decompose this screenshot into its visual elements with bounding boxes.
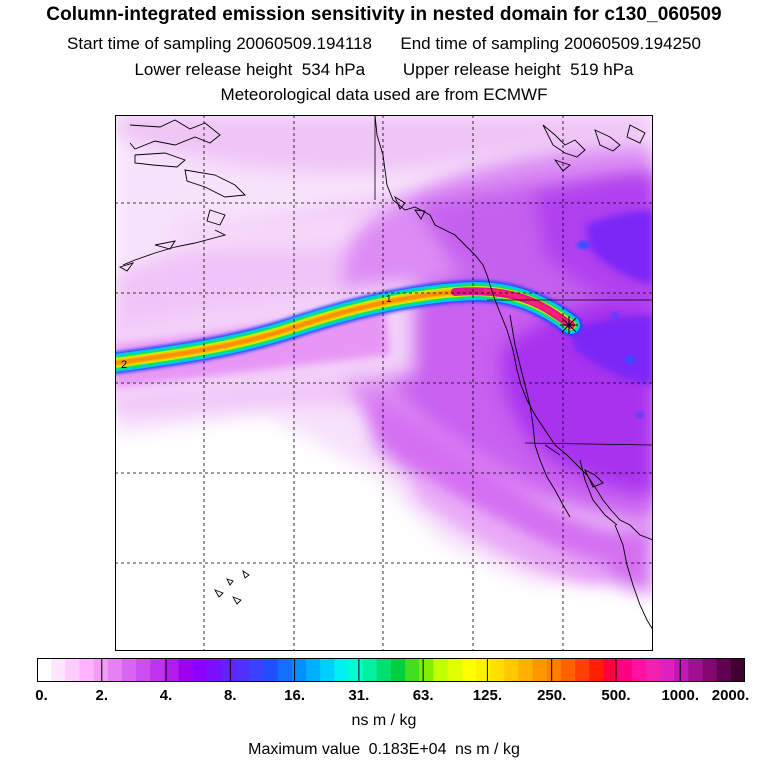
colorbar-cell [603,658,619,682]
colorbar-cell [532,658,548,682]
colorbar-cell [376,658,392,682]
colorbar-tick-label: 2. [95,687,109,704]
sensitivity-map: 2 1 [115,115,653,651]
colorbar-cell [475,658,491,682]
colorbar-cell [291,658,307,682]
release-heights: Lower release height 534 hPa Upper relea… [0,60,768,80]
colorbar-cell [447,658,463,682]
colorbar-cell [674,658,689,682]
colorbar-cell [306,658,321,682]
end-label: End time of sampling [400,34,560,53]
colorbar-tick-label: 8. [224,687,237,704]
colorbar-cell [504,658,520,682]
max-units: ns m / kg [454,741,520,758]
colorbar-cell [51,658,66,682]
upper-label: Upper release height [402,60,561,79]
colorbar-tick-label: 63. [412,687,434,704]
colorbar-units: ns m / kg [351,712,417,729]
colorbar-cell [688,658,704,682]
colorbar-tick-label: 250. [537,687,567,704]
colorbar-cell [645,658,661,682]
colorbar-cell [178,658,194,682]
colorbar-cell [391,658,406,682]
colorbar-cell [249,658,265,682]
colorbar-cell [121,658,137,682]
maximum-value: Maximum value 0.183E+04 ns m / kg [0,741,768,759]
colorbar-cell [79,658,95,682]
contour-label-1: 1 [386,294,392,305]
graticule [115,115,653,651]
colorbar-cell [716,658,732,682]
colorbar-cell [164,658,180,682]
colorbar-tick-label: 0. [35,687,48,704]
figure-title: Column-integrated emission sensitivity i… [46,4,722,25]
colorbar-cell [419,658,435,682]
colorbar-cell [320,658,335,682]
colorbar-cell [150,658,166,682]
colorbar-cell [617,658,633,682]
colorbar-cell [660,658,675,682]
colorbar-frame [37,658,745,682]
colorbar-cell [37,658,52,682]
max-label: Maximum value [248,741,361,758]
colorbar-cell [730,658,745,682]
colorbar-tick-lines [101,658,681,682]
colorbar-cell [192,658,208,682]
upper-value: 519 hPa [570,60,634,79]
colorbar-cell [546,658,562,682]
colorbar-cell [136,658,151,682]
colorbar-cell [518,658,534,682]
colorbar-cells [37,658,745,682]
colorbar-cell [631,658,647,682]
start-value: 20060509.194118 [236,34,373,53]
release-site-marker [560,316,578,334]
colorbar-tick-label: 31. [348,687,370,704]
colorbar-tick-label: 125. [472,687,503,704]
colorbar-tick-label: 500. [601,687,631,704]
colorbar-tick-label: 16. [284,687,306,704]
colorbar-tick-label: 1000. [661,687,699,704]
colorbar-cell [490,658,505,682]
colorbar-cell [702,658,718,682]
plume-ribbon [115,280,582,374]
colorbar-cell [93,658,109,682]
colorbar-cell [263,658,279,682]
colorbar-cell [348,658,364,682]
start-label: Start time of sampling [67,34,232,53]
contour-label-2: 2 [121,359,127,371]
colorbar-cell [575,658,590,682]
colorbar-cell [433,658,449,682]
colorbar-cell [334,658,350,682]
colorbar-cell [206,658,222,682]
sampling-times: Start time of sampling 20060509.194118 E… [0,34,768,54]
colorbar [37,658,745,682]
colorbar-cell [277,658,293,682]
colorbar-cell [362,658,378,682]
end-value: 20060509.194250 [563,34,701,53]
colorbar-cell [221,658,236,682]
colorbar-cell [107,658,123,682]
colorbar-cell [65,658,81,682]
lower-value: 534 hPa [301,60,366,79]
met-data-note: Meteorological data used are from ECMWF [220,85,548,104]
colorbar-cell [235,658,250,682]
colorbar-tick-label: 2000. [711,687,750,704]
colorbar-cell [405,658,420,682]
map-frame [115,115,653,651]
colorbar-cell [589,658,604,682]
colorbar-cell [560,658,576,682]
colorbar-cell [461,658,477,682]
lower-label: Lower release height [134,60,293,79]
borders [374,115,653,456]
colorbar-tick-label: 4. [159,687,173,704]
max-number: 0.183E+04 [368,741,447,758]
